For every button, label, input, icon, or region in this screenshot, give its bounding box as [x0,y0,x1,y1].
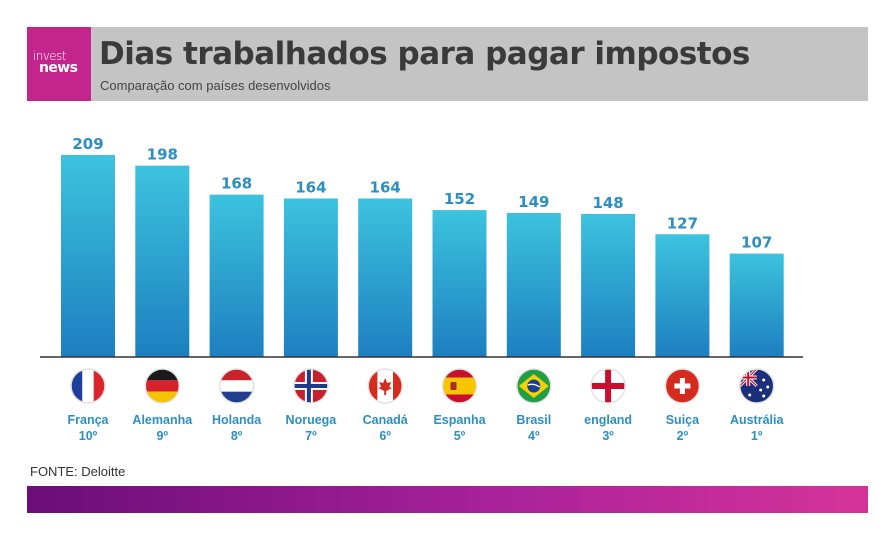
logo-line-2: news [39,60,78,76]
category-label: Espanha [433,413,486,427]
rank-label: 7º [305,429,317,443]
category-label: Noruega [286,413,338,427]
rank-label: 10º [79,429,98,443]
value-label: 164 [295,178,326,196]
value-label: 152 [444,190,475,208]
value-label: 149 [518,193,549,211]
australia-flag-icon [738,368,775,404]
logo-line-1: invest [33,49,66,63]
source-note: FONTE: Deloitte [30,464,126,479]
norway-flag-icon [293,368,329,404]
germany-flag-icon [144,368,181,404]
value-label: 209 [72,135,103,153]
footer-gradient-bar [27,486,868,513]
bar-4 [358,198,413,357]
category-label: França [68,413,110,427]
value-label: 107 [741,234,772,252]
category-label: england [584,413,632,427]
netherlands-flag-icon [218,368,255,404]
value-label: 148 [592,194,623,212]
value-label: 164 [370,178,401,196]
bar-0 [61,155,115,357]
category-label: Brasil [516,413,551,427]
bar-1 [135,165,190,357]
rank-label: 6º [379,429,391,443]
category-label: Canadá [363,413,408,427]
canada-flag-icon [367,368,403,404]
rank-label: 2º [677,429,689,443]
bar-6 [506,212,561,357]
rank-label: 1º [751,429,763,443]
bar-5 [432,210,487,357]
value-label: 127 [667,214,698,232]
category-label: Alemanha [132,413,193,427]
investnews-logo: invest news [27,27,91,101]
brazil-flag-icon [516,368,552,404]
switzerland-flag-icon [664,368,701,404]
category-label: Austrália [730,413,785,427]
bar-2 [209,194,264,357]
rank-label: 9º [157,429,169,443]
bar-7 [581,213,636,357]
bar-3 [283,198,338,357]
spain-flag-icon [441,368,478,404]
category-label: Suiça [666,413,700,427]
rank-label: 4º [528,429,540,443]
value-label: 198 [147,146,178,164]
chart-title: Dias trabalhados para pagar impostos [99,36,750,72]
chart-subtitle: Comparação com países desenvolvidos [100,78,331,93]
value-label: 168 [221,175,252,193]
rank-label: 8º [231,429,243,443]
rank-label: 3º [602,429,614,443]
england-flag-icon [590,368,626,404]
rank-label: 5º [454,429,466,443]
chart-header: invest news Dias trabalhados para pagar … [27,27,868,101]
category-label: Holanda [212,413,262,427]
bar-8 [655,234,710,357]
france-flag-icon [70,368,106,404]
bar-9 [729,253,784,357]
